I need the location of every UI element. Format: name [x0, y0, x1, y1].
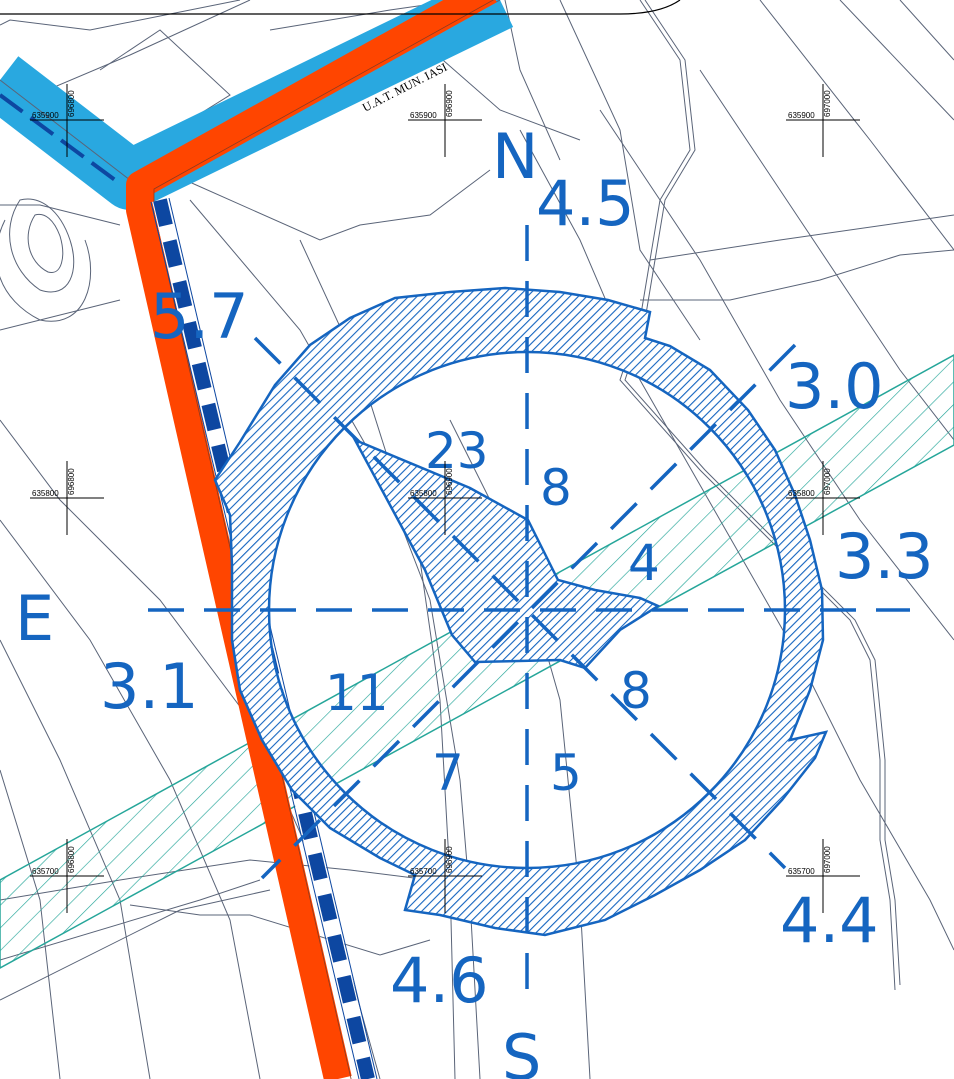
calm-center-value: 4 — [628, 534, 660, 592]
grid-label-n696800: 696800 — [67, 90, 76, 117]
grid-labels: 635900 635900 635900 635800 635800 63580… — [32, 90, 832, 876]
grid-label-n697000: 697000 — [823, 468, 832, 495]
inner-value-sw: 7 — [432, 744, 464, 802]
grid-label-e635800: 635800 — [410, 489, 437, 498]
grid-label-e635700: 635700 — [410, 867, 437, 876]
value-sw: 3.1 — [100, 650, 199, 723]
wind-rose: N S E 4.5 3.0 3.3 4.4 4.6 3.1 5.7 23 8 4… — [15, 120, 934, 1079]
east-label: E — [15, 582, 54, 655]
inner-value-se: 8 — [620, 662, 652, 720]
grid-label-n696900: 696900 — [445, 846, 454, 873]
north-label: N — [492, 120, 538, 193]
wind-rose-polygon — [352, 437, 661, 670]
grid-label-e635700: 635700 — [788, 867, 815, 876]
grid-label-e635800: 635800 — [32, 489, 59, 498]
value-n: 4.5 — [536, 167, 635, 240]
grid-label-n697000: 697000 — [823, 846, 832, 873]
inner-value-nw: 23 — [425, 422, 489, 480]
grid-crosses — [30, 84, 860, 913]
value-ne: 3.0 — [785, 350, 884, 423]
grid-label-n697000: 697000 — [823, 90, 832, 117]
value-s: 4.6 — [390, 944, 489, 1017]
inner-value-n: 8 — [540, 459, 572, 517]
grid-label-e635700: 635700 — [32, 867, 59, 876]
grid-label-e635900: 635900 — [410, 111, 437, 120]
boundary-frame — [0, 0, 681, 15]
value-nw: 5.7 — [150, 280, 249, 353]
inner-value-s: 5 — [550, 744, 582, 802]
grid-label-n696800: 696800 — [67, 468, 76, 495]
value-se: 4.4 — [780, 884, 879, 957]
south-label: S — [502, 1021, 541, 1079]
grid-label-n696900: 696900 — [445, 90, 454, 117]
grid-label-n696800: 696800 — [67, 846, 76, 873]
grid-label-e635900: 635900 — [788, 111, 815, 120]
value-e: 3.3 — [835, 520, 934, 593]
inner-value-w: 11 — [325, 664, 389, 722]
grid-label-e635900: 635900 — [32, 111, 59, 120]
grid-label-e635800: 635800 — [788, 489, 815, 498]
grid-label-n696900: 696900 — [445, 468, 454, 495]
